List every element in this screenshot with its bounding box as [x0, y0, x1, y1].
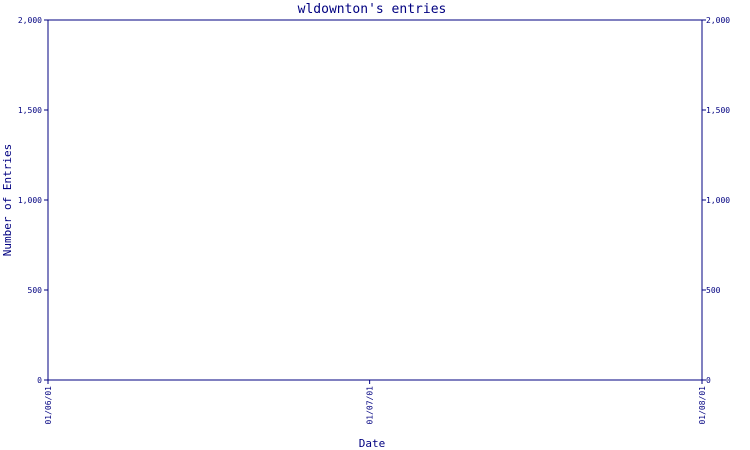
x-tick-label: 01/07/01 — [366, 386, 375, 425]
y-tick-label-right: 1,500 — [706, 106, 730, 115]
y-axis-left: 0 500 1,000 1,500 2,000 — [18, 16, 48, 385]
x-axis: 01/06/01 01/07/01 01/08/01 — [44, 380, 707, 425]
y-tick-label-left: 2,000 — [18, 16, 42, 25]
y-tick-label-right: 1,000 — [706, 196, 730, 205]
y-tick-label-left: 1,000 — [18, 196, 42, 205]
y-tick-label-left: 1,500 — [18, 106, 42, 115]
y-axis-right: 0 500 1,000 1,500 2,000 — [702, 16, 730, 385]
y-tick-label-right: 500 — [706, 286, 721, 295]
x-axis-title: Date — [359, 437, 386, 450]
y-tick-label-left: 500 — [28, 286, 43, 295]
x-tick-label: 01/06/01 — [44, 386, 53, 425]
y-tick-label-left: 0 — [37, 376, 42, 385]
y-axis-title: Number of Entries — [1, 144, 14, 257]
chart-title: wldownton's entries — [298, 2, 447, 17]
plot-frame — [47, 19, 703, 381]
y-tick-label-right: 2,000 — [706, 16, 730, 25]
x-tick-label: 01/08/01 — [698, 386, 707, 425]
y-tick-label-right: 0 — [706, 376, 711, 385]
